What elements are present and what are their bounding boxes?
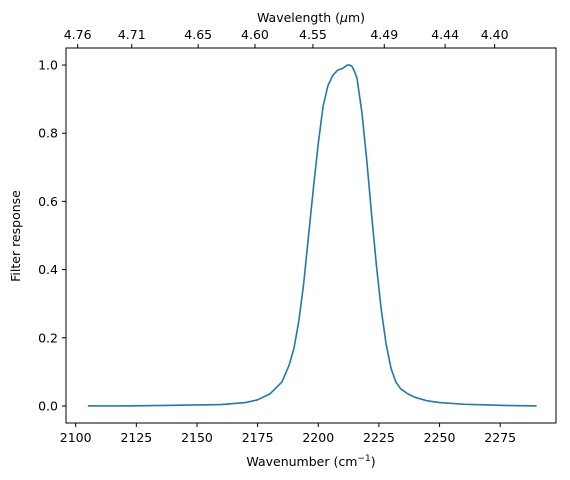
y-tick-label: 0.2 <box>38 330 58 345</box>
y-tick-label: 0.8 <box>38 126 58 141</box>
top-tick-label: 4.40 <box>481 27 509 42</box>
response-curve-0 <box>87 64 537 407</box>
top-tick-label: 4.60 <box>241 27 269 42</box>
top-tick-label: 4.76 <box>64 27 92 42</box>
top-tick-label: 4.49 <box>370 27 398 42</box>
y-tick-label: 1.0 <box>38 58 58 73</box>
x-axis-ticks: 2100 2125 2150 2175 2200 2225 2250 2275 <box>60 423 516 445</box>
x-tick-label: 2200 <box>302 430 334 445</box>
top-tick-label: 4.71 <box>118 27 146 42</box>
x-tick-label: 2250 <box>424 430 456 445</box>
top-axis-ticks: 4.76 4.71 4.65 4.60 4.55 4.49 4.44 4.40 <box>64 27 509 48</box>
x-tick-label: 2175 <box>242 430 274 445</box>
top-axis-label: Wavelength (μm) <box>257 10 365 25</box>
x-tick-label: 2100 <box>60 430 92 445</box>
y-axis-label: Filter response <box>8 190 23 282</box>
series-layer <box>87 64 537 407</box>
y-tick-label: 0.4 <box>38 262 58 277</box>
x-tick-label: 2275 <box>484 430 516 445</box>
x-tick-label: 2225 <box>363 430 395 445</box>
plot-frame <box>65 47 557 424</box>
top-tick-label: 4.55 <box>299 27 327 42</box>
x-tick-label: 2150 <box>181 430 213 445</box>
top-tick-label: 4.65 <box>184 27 212 42</box>
x-axis-label: Wavenumber (cm−1) <box>246 454 375 469</box>
y-tick-label: 0.0 <box>38 398 58 413</box>
y-tick-label: 0.6 <box>38 194 58 209</box>
y-axis-ticks: 0.0 0.2 0.4 0.6 0.8 1.0 <box>38 58 66 413</box>
top-tick-label: 4.44 <box>431 27 459 42</box>
x-tick-label: 2125 <box>120 430 152 445</box>
